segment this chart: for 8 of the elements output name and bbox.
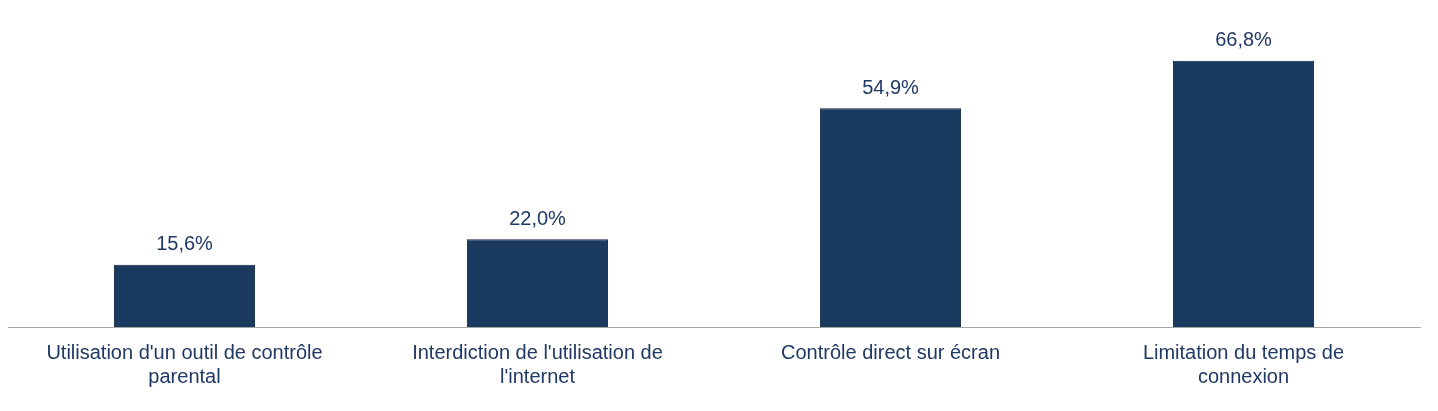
data-label: 15,6%	[156, 232, 214, 255]
x-tick-label: Contrôle direct sur écran	[781, 340, 1000, 363]
data-label: 22,0%	[509, 206, 567, 229]
data-label: 54,9%	[862, 75, 920, 98]
x-tick-label: Utilisation d'un outil de contrôle parental	[46, 340, 323, 387]
data-label: 66,8%	[1215, 28, 1273, 51]
x-tick-label: Limitation du temps de connexion	[1142, 340, 1345, 387]
x-tick-label: Interdiction de l'utilisation de l'internet	[412, 340, 663, 387]
